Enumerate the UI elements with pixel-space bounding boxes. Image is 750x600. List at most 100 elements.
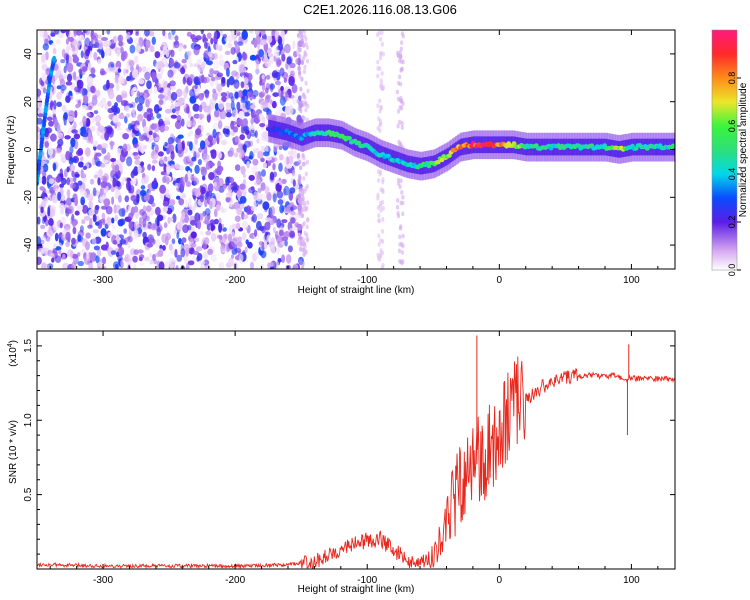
noise-blob — [205, 230, 212, 236]
noise-blob — [101, 50, 105, 59]
noise-blob — [173, 62, 181, 69]
noise-blob — [137, 113, 144, 122]
noise-blob — [214, 79, 219, 86]
noise-blob — [176, 221, 183, 231]
noise-blob — [176, 231, 180, 239]
streak-blob — [296, 154, 300, 160]
noise-blob — [274, 80, 281, 86]
noise-blob — [88, 200, 93, 210]
noise-blob — [185, 181, 192, 188]
streak-blob — [401, 194, 405, 200]
noise-blob — [80, 196, 86, 206]
noise-blob — [174, 163, 180, 170]
noise-blob — [260, 145, 266, 154]
noise-blob — [204, 198, 208, 208]
streak-blob — [399, 178, 403, 184]
noise-blob — [97, 261, 104, 268]
noise-blob — [187, 54, 192, 62]
streak-blob — [380, 200, 385, 205]
noise-blob — [249, 54, 257, 61]
noise-blob — [250, 117, 254, 125]
track-point — [435, 159, 441, 165]
noise-blob — [232, 59, 238, 65]
streak-blob — [379, 104, 383, 110]
noise-blob — [236, 190, 242, 198]
streak-blob — [306, 103, 310, 109]
snr-scale-prefix: (x10 — [8, 347, 19, 367]
noise-blob — [225, 112, 232, 118]
noise-blob — [222, 33, 227, 39]
noise-blob — [197, 159, 202, 166]
snr-panel: -300 -200 -100 0 100 0.5 1.0 1.5 Height of stra… — [7, 330, 676, 595]
noise-blob — [162, 206, 168, 213]
noise-blob — [144, 30, 150, 37]
streak-blob — [298, 159, 302, 165]
noise-blob — [174, 35, 179, 42]
noise-blob — [112, 239, 118, 245]
noise-blob — [65, 38, 69, 45]
noise-blob — [94, 204, 99, 215]
noise-blob — [233, 40, 238, 46]
noise-blob — [286, 164, 292, 169]
noise-blob — [228, 92, 234, 99]
noise-blob — [122, 68, 127, 76]
noise-blob — [240, 165, 246, 175]
noise-blob — [204, 89, 210, 98]
noise-blob — [189, 130, 194, 136]
snr-frame — [36, 330, 676, 570]
noise-blob — [231, 70, 238, 77]
noise-blob — [106, 79, 110, 90]
noise-blob — [214, 109, 220, 118]
noise-blob — [209, 200, 213, 210]
noise-blob — [169, 199, 176, 206]
noise-blob — [207, 51, 213, 57]
noise-blob — [84, 37, 91, 48]
noise-blob — [82, 165, 88, 170]
noise-blob — [48, 218, 54, 227]
x-tick-label: 100 — [623, 575, 640, 586]
y-tick-label: 1.5 — [23, 338, 34, 352]
streak-blob — [398, 119, 402, 125]
noise-blob — [92, 187, 97, 197]
noise-blob — [126, 31, 131, 40]
streak-blob — [297, 179, 301, 185]
streak-blob — [379, 238, 383, 244]
noise-blob — [231, 109, 238, 115]
streak-blob — [303, 241, 307, 247]
noise-blob — [95, 121, 101, 127]
noise-blob — [194, 164, 200, 174]
streak-blob — [303, 116, 307, 121]
noise-blob — [45, 127, 53, 134]
noise-blob — [132, 151, 139, 157]
noise-blob — [117, 76, 125, 85]
noise-blob — [178, 180, 185, 190]
noise-blob — [242, 89, 248, 96]
noise-blob — [281, 254, 285, 263]
streak-blob — [376, 103, 380, 109]
noise-blob — [89, 178, 95, 185]
streak-blob — [398, 74, 402, 80]
noise-blob — [197, 64, 205, 73]
noise-blob — [166, 177, 170, 185]
noise-blob — [50, 30, 56, 36]
noise-blob — [60, 30, 67, 34]
noise-blob — [55, 175, 62, 183]
streak-blob — [303, 64, 307, 70]
noise-blob — [255, 175, 262, 185]
noise-blob — [278, 162, 283, 172]
noise-blob — [84, 147, 91, 157]
streak-blob — [303, 161, 307, 167]
colorbar-ticks: 0.0 0.2 0.4 0.6 0.8 — [727, 72, 741, 276]
noise-blob — [189, 74, 194, 82]
noise-blob — [66, 177, 71, 186]
noise-blob — [138, 79, 145, 85]
streak-blob — [304, 41, 308, 47]
x-tick-label: -200 — [225, 275, 245, 286]
streak-blob — [400, 99, 404, 104]
noise-blob — [218, 59, 225, 67]
colorbar-tick-label: 0.8 — [727, 72, 737, 85]
noise-blob — [283, 77, 287, 83]
noise-blob — [156, 73, 163, 80]
noise-blob — [140, 185, 146, 190]
noise-blob — [252, 158, 259, 166]
